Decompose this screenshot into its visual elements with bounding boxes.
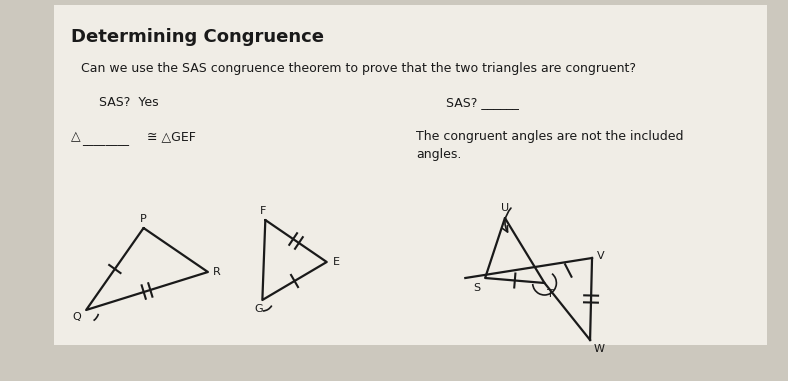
Text: ________: ________: [82, 133, 129, 146]
Text: W: W: [594, 344, 605, 354]
Text: T: T: [547, 289, 553, 299]
Text: P: P: [140, 214, 147, 224]
Text: Determining Congruence: Determining Congruence: [71, 28, 325, 46]
Text: The congruent angles are not the included: The congruent angles are not the include…: [416, 130, 683, 143]
Text: F: F: [260, 206, 266, 216]
Text: SAS? ______: SAS? ______: [445, 96, 519, 109]
Text: SAS?  Yes: SAS? Yes: [99, 96, 158, 109]
Text: V: V: [597, 251, 604, 261]
Text: U: U: [501, 203, 509, 213]
Text: G: G: [254, 304, 262, 314]
Text: E: E: [333, 257, 340, 267]
Text: angles.: angles.: [416, 148, 461, 161]
Text: △: △: [71, 130, 81, 143]
FancyBboxPatch shape: [54, 5, 768, 345]
Text: ≅ △GEF: ≅ △GEF: [147, 130, 195, 143]
Text: Q: Q: [72, 312, 81, 322]
Text: Can we use the SAS congruence theorem to prove that the two triangles are congru: Can we use the SAS congruence theorem to…: [81, 62, 636, 75]
Text: R: R: [213, 267, 221, 277]
Text: S: S: [473, 283, 480, 293]
